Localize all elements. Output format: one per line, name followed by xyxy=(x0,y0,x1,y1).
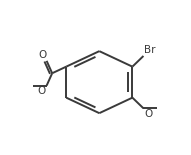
Text: O: O xyxy=(144,109,152,119)
Text: O: O xyxy=(37,86,46,96)
Text: O: O xyxy=(38,50,47,60)
Text: Br: Br xyxy=(144,45,156,55)
